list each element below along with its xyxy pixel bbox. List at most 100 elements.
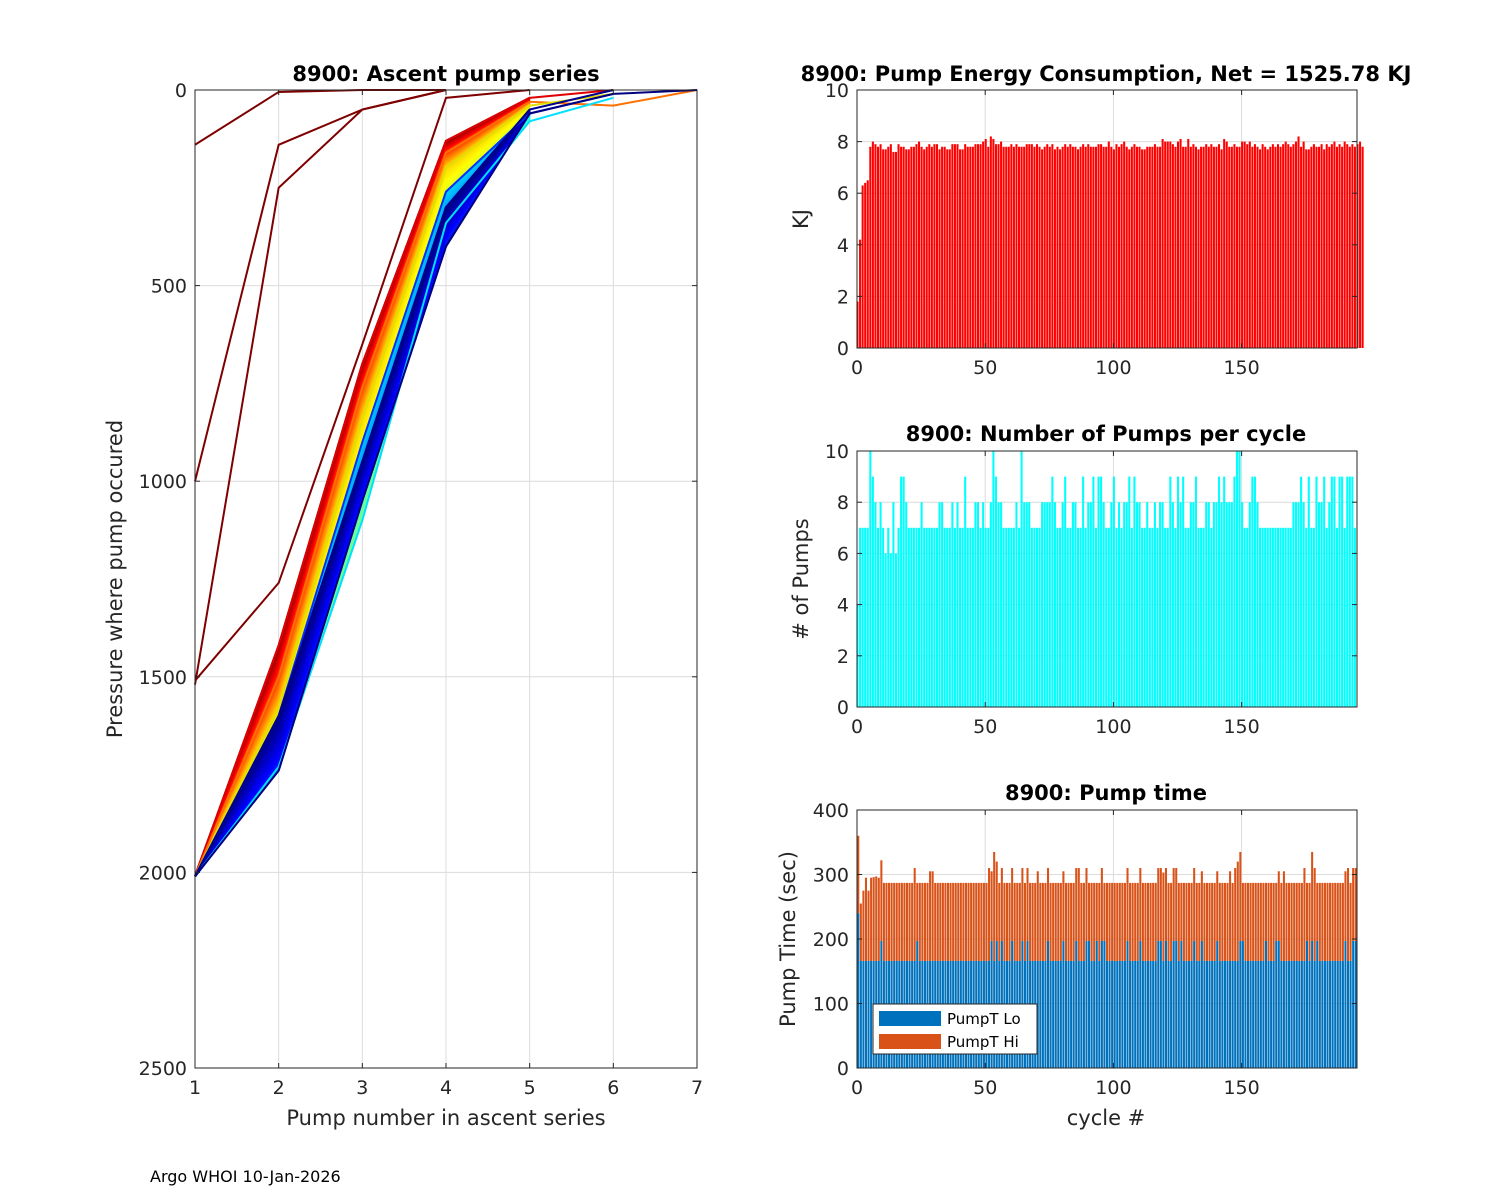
bar-pumpt-hi [1139, 868, 1142, 941]
bar-pumpt-hi [1318, 882, 1321, 961]
bar-pumpt-hi [1170, 882, 1173, 961]
bar [884, 149, 887, 348]
pumps-chart-title: 8900: Number of Pumps per cycle [906, 422, 1306, 446]
bar [1123, 141, 1126, 348]
bar [928, 144, 931, 348]
bar-pumpt-hi [1052, 882, 1055, 961]
bar [1135, 502, 1139, 707]
bar [1125, 146, 1128, 348]
energy-ticks: 0 50 100 150 0 2 4 6 8 10 [825, 80, 1357, 379]
pumptime-y-axis-label: Pump Time (sec) [776, 851, 800, 1027]
bar [1169, 141, 1172, 348]
bar [1284, 527, 1287, 707]
bar [1066, 146, 1069, 348]
bar-pumpt-hi [972, 882, 975, 961]
bar [1289, 527, 1292, 707]
bar [1102, 146, 1105, 348]
bar-pumpt-hi [998, 882, 1001, 961]
bar-pumpt-hi [1208, 882, 1211, 961]
bar [989, 136, 992, 348]
bar [1276, 527, 1280, 707]
bar [1069, 144, 1072, 348]
bar [966, 146, 969, 348]
bar-pumpt-hi [1164, 868, 1167, 941]
bar [1215, 146, 1218, 348]
bar [1025, 502, 1028, 707]
bar-pumpt-hi [1323, 882, 1326, 961]
bar [1018, 527, 1021, 707]
bar-pumpt-lo [1326, 960, 1329, 1068]
bar [1182, 476, 1185, 707]
bar [1323, 476, 1326, 707]
y-tick-label: 400 [813, 800, 849, 822]
bar-pumpt-lo [1259, 960, 1262, 1068]
bar [1264, 527, 1267, 707]
bar-pumpt-lo [1093, 960, 1096, 1068]
bar-pumpt-lo [1152, 960, 1155, 1068]
bar [1089, 146, 1092, 348]
bar [1143, 149, 1146, 348]
x-tick-label: 4 [440, 1077, 452, 1099]
bar-pumpt-lo [1052, 960, 1055, 1068]
bar [1141, 149, 1144, 348]
bar [984, 139, 987, 348]
bar-pumpt-hi [1326, 882, 1329, 961]
bar [1225, 141, 1228, 348]
x-tick-label: 0 [851, 1077, 863, 1099]
bar-pumpt-hi [1021, 868, 1024, 941]
bar-pumpt-hi [1108, 882, 1111, 961]
bar [1064, 144, 1067, 348]
bar-pumpt-hi [1075, 868, 1078, 941]
bar [1333, 141, 1336, 348]
bar [1287, 144, 1290, 348]
bar [871, 476, 874, 707]
bar-pumpt-lo [1062, 940, 1065, 1068]
bar-pumpt-hi [1000, 868, 1003, 941]
bar-pumpt-hi [1105, 882, 1109, 961]
bar [1320, 502, 1323, 707]
bar [859, 527, 862, 707]
bar [1351, 476, 1354, 707]
bar [1159, 146, 1162, 348]
bar-pumpt-lo [859, 960, 862, 1068]
bar [1343, 527, 1346, 707]
ascent-series-cycle-early-d [194, 89, 530, 682]
bar-pumpt-lo [1123, 960, 1126, 1068]
bar-pumpt-hi [1344, 871, 1347, 941]
bar [1100, 476, 1103, 707]
bar-pumpt-lo [1113, 960, 1116, 1068]
bar-pumpt-hi [875, 876, 878, 961]
bar [1338, 144, 1341, 348]
bar [1125, 502, 1128, 707]
bar-pumpt-hi [1175, 868, 1178, 941]
bar-pumpt-lo [1116, 960, 1119, 1068]
bar-pumpt-hi [913, 868, 916, 961]
bar-pumpt-lo [1047, 940, 1050, 1068]
bar [1192, 502, 1195, 707]
bar [1338, 476, 1341, 707]
bar-pumpt-lo [1254, 960, 1257, 1068]
x-tick-label: 150 [1223, 1077, 1259, 1099]
bar [1202, 527, 1205, 707]
bar-pumpt-lo [1134, 960, 1137, 1068]
bar-pumpt-hi [1018, 882, 1021, 961]
bar-pumpt-lo [1121, 960, 1124, 1068]
bar-pumpt-hi [1223, 882, 1226, 961]
bar [1056, 146, 1059, 348]
bar [1351, 144, 1354, 348]
bar-pumpt-lo [1182, 960, 1185, 1068]
bar [1310, 146, 1313, 348]
bar [1348, 146, 1351, 348]
bar-pumpt-hi [1152, 882, 1155, 961]
bar-pumpt-hi [1285, 882, 1288, 961]
bar [946, 527, 949, 707]
bar-pumpt-lo [1249, 960, 1252, 1068]
bar [1253, 476, 1256, 707]
bar [1012, 527, 1015, 707]
bar-pumpt-hi [1280, 882, 1283, 961]
bar-pumpt-hi [1167, 882, 1170, 961]
y-tick-label: 1500 [139, 667, 187, 689]
bar-pumpt-hi [1216, 871, 1219, 941]
bar-pumpt-hi [1062, 871, 1065, 941]
bar [1002, 146, 1005, 348]
